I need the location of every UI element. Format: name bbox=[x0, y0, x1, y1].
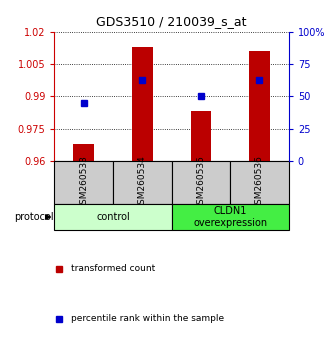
Bar bbox=[172, 161, 230, 204]
Bar bbox=[54, 161, 113, 204]
Text: control: control bbox=[96, 212, 130, 222]
Text: percentile rank within the sample: percentile rank within the sample bbox=[71, 314, 224, 323]
Text: GSM260535: GSM260535 bbox=[196, 155, 205, 210]
Bar bbox=[113, 161, 172, 204]
Text: transformed count: transformed count bbox=[71, 264, 155, 273]
Bar bbox=[74, 144, 94, 161]
Bar bbox=[230, 161, 289, 204]
Text: GSM260533: GSM260533 bbox=[79, 155, 88, 210]
Text: CLDN1
overexpression: CLDN1 overexpression bbox=[193, 206, 267, 228]
Bar bbox=[191, 112, 211, 161]
Bar bbox=[132, 47, 152, 161]
Bar bbox=[172, 204, 289, 230]
Bar bbox=[54, 204, 172, 230]
Text: protocol: protocol bbox=[14, 212, 53, 222]
Bar bbox=[249, 51, 270, 161]
Text: GSM260536: GSM260536 bbox=[255, 155, 264, 210]
Text: GSM260534: GSM260534 bbox=[138, 155, 147, 210]
Title: GDS3510 / 210039_s_at: GDS3510 / 210039_s_at bbox=[96, 15, 247, 28]
